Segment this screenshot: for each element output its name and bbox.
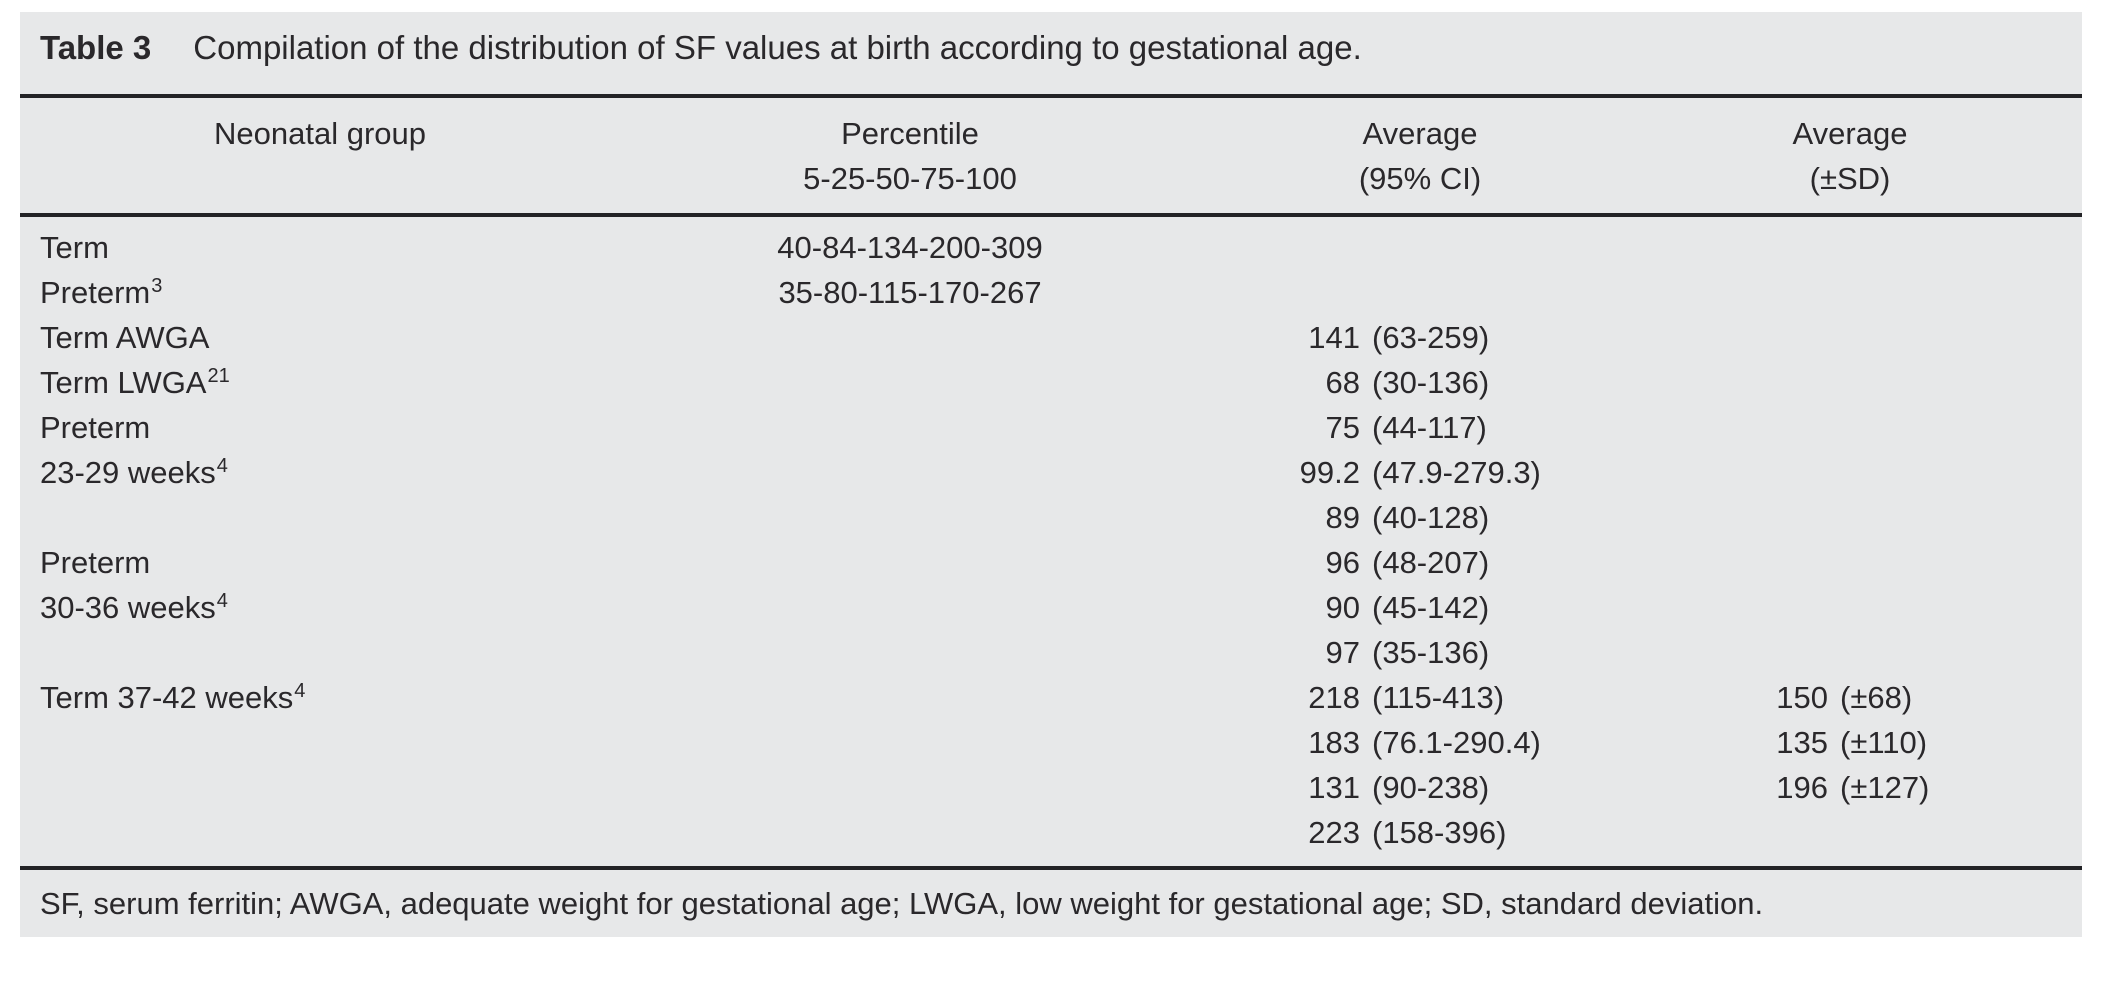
table-row: 223 (158-396) bbox=[20, 810, 2082, 855]
table-row: 183 (76.1-290.4) 135 (±110) bbox=[20, 720, 2082, 765]
cell-percentile bbox=[620, 315, 1200, 360]
horizontal-rule-header bbox=[20, 213, 2082, 217]
cell-percentile bbox=[620, 765, 1200, 810]
cell-average-sd bbox=[1640, 360, 2082, 405]
cell-neonatal-group: Term bbox=[40, 230, 109, 265]
cell-percentile bbox=[620, 405, 1200, 450]
cell-neonatal-group: Term 37-42 weeks4 bbox=[40, 680, 306, 715]
cell-average-ci: 183 (76.1-290.4) bbox=[1308, 725, 1541, 760]
cell-neonatal-group: 23-29 weeks4 bbox=[40, 455, 228, 490]
column-header-average-sd: Average (±SD) bbox=[1792, 115, 1908, 196]
cell-percentile bbox=[620, 720, 1200, 765]
table-row: 23-29 weeks4 99.2 (47.9-279.3) bbox=[20, 450, 2082, 495]
table-row: 131 (90-238) 196 (±127) bbox=[20, 765, 2082, 810]
cell-average-ci: 223 (158-396) bbox=[1308, 815, 1507, 850]
cell-average-ci: 68 (30-136) bbox=[1325, 365, 1490, 400]
cell-average-sd: 196 (±127) bbox=[1776, 770, 1930, 805]
cell-percentile bbox=[620, 540, 1200, 585]
cell-neonatal-group bbox=[20, 630, 620, 675]
cell-average-ci: 89 (40-128) bbox=[1325, 500, 1490, 535]
footnote-reference: 21 bbox=[207, 365, 230, 387]
column-header-average-ci: Average (95% CI) bbox=[1358, 115, 1482, 196]
table-row: Term AWGA 141 (63-259) bbox=[20, 315, 2082, 360]
footnote-reference: 4 bbox=[216, 590, 228, 612]
cell-average-sd: 150 (±68) bbox=[1776, 680, 1913, 715]
table-row: 89 (40-128) bbox=[20, 495, 2082, 540]
table-row: Preterm3 35-80-115-170-267 bbox=[20, 270, 2082, 315]
table-row: 30-36 weeks4 90 (45-142) bbox=[20, 585, 2082, 630]
cell-average-ci: 75 (44-117) bbox=[1325, 410, 1487, 445]
cell-average-sd bbox=[1640, 495, 2082, 540]
footnote-reference: 4 bbox=[216, 455, 228, 477]
cell-average-sd bbox=[1640, 315, 2082, 360]
cell-average-sd: 135 (±110) bbox=[1776, 725, 1928, 760]
horizontal-rule-top bbox=[20, 94, 2082, 98]
column-header-percentile: Percentile 5-25-50-75-100 bbox=[803, 115, 1017, 196]
cell-average-ci: 218 (115-413) bbox=[1308, 680, 1505, 715]
table-row: Term LWGA21 68 (30-136) bbox=[20, 360, 2082, 405]
cell-average-ci: 141 (63-259) bbox=[1308, 320, 1490, 355]
cell-average-sd bbox=[1640, 585, 2082, 630]
table-title: Table 3 Compilation of the distribution … bbox=[20, 12, 2082, 94]
cell-average-ci bbox=[1200, 270, 1640, 315]
table-caption: Compilation of the distribution of SF va… bbox=[193, 29, 1362, 66]
cell-neonatal-group: Term AWGA bbox=[40, 320, 210, 355]
cell-average-ci: 90 (45-142) bbox=[1325, 590, 1490, 625]
cell-average-sd bbox=[1640, 270, 2082, 315]
table-footnote: SF, serum ferritin; AWGA, adequate weigh… bbox=[20, 870, 2082, 937]
cell-percentile bbox=[620, 450, 1200, 495]
cell-neonatal-group: Preterm3 bbox=[40, 275, 163, 310]
table-row: Term 40-84-134-200-309 bbox=[20, 225, 2082, 270]
cell-neonatal-group bbox=[20, 765, 620, 810]
cell-neonatal-group bbox=[20, 495, 620, 540]
cell-percentile: 40-84-134-200-309 bbox=[777, 230, 1043, 265]
cell-average-ci: 99.2 (47.9-279.3) bbox=[1299, 455, 1541, 490]
cell-percentile bbox=[620, 360, 1200, 405]
cell-percentile bbox=[620, 585, 1200, 630]
table-row: Preterm 96 (48-207) bbox=[20, 540, 2082, 585]
footnote-reference: 4 bbox=[294, 680, 306, 702]
table-row: Term 37-42 weeks4 218 (115-413) 150 (±68) bbox=[20, 675, 2082, 720]
table-body: Term 40-84-134-200-309 Preterm3 35-80-11… bbox=[20, 217, 2082, 866]
cell-percentile bbox=[620, 495, 1200, 540]
cell-percentile bbox=[620, 810, 1200, 855]
table-number: Table 3 bbox=[40, 29, 152, 66]
footnote-reference: 3 bbox=[151, 275, 163, 297]
cell-neonatal-group bbox=[20, 810, 620, 855]
table-row: 97 (35-136) bbox=[20, 630, 2082, 675]
cell-average-sd bbox=[1640, 405, 2082, 450]
cell-average-ci: 97 (35-136) bbox=[1325, 635, 1490, 670]
table-header: Neonatal group Percentile 5-25-50-75-100… bbox=[20, 98, 2082, 213]
cell-neonatal-group: 30-36 weeks4 bbox=[40, 590, 228, 625]
column-header-neonatal-group: Neonatal group bbox=[214, 115, 426, 151]
footnote-text: SF, serum ferritin; AWGA, adequate weigh… bbox=[40, 885, 1764, 921]
cell-neonatal-group: Preterm bbox=[40, 545, 151, 580]
cell-average-ci bbox=[1200, 225, 1640, 270]
cell-average-ci: 96 (48-207) bbox=[1325, 545, 1490, 580]
cell-average-ci: 131 (90-238) bbox=[1308, 770, 1490, 805]
cell-average-sd bbox=[1640, 450, 2082, 495]
cell-percentile: 35-80-115-170-267 bbox=[778, 275, 1042, 310]
cell-neonatal-group: Preterm bbox=[40, 410, 151, 445]
horizontal-rule-bottom bbox=[20, 866, 2082, 870]
cell-average-sd bbox=[1640, 540, 2082, 585]
table-row: Preterm 75 (44-117) bbox=[20, 405, 2082, 450]
cell-neonatal-group: Term LWGA21 bbox=[40, 365, 230, 400]
cell-average-sd bbox=[1640, 630, 2082, 675]
cell-average-sd bbox=[1640, 810, 2082, 855]
cell-percentile bbox=[620, 675, 1200, 720]
table-container: Table 3 Compilation of the distribution … bbox=[20, 12, 2082, 937]
cell-neonatal-group bbox=[20, 720, 620, 765]
cell-percentile bbox=[620, 630, 1200, 675]
cell-average-sd bbox=[1640, 225, 2082, 270]
